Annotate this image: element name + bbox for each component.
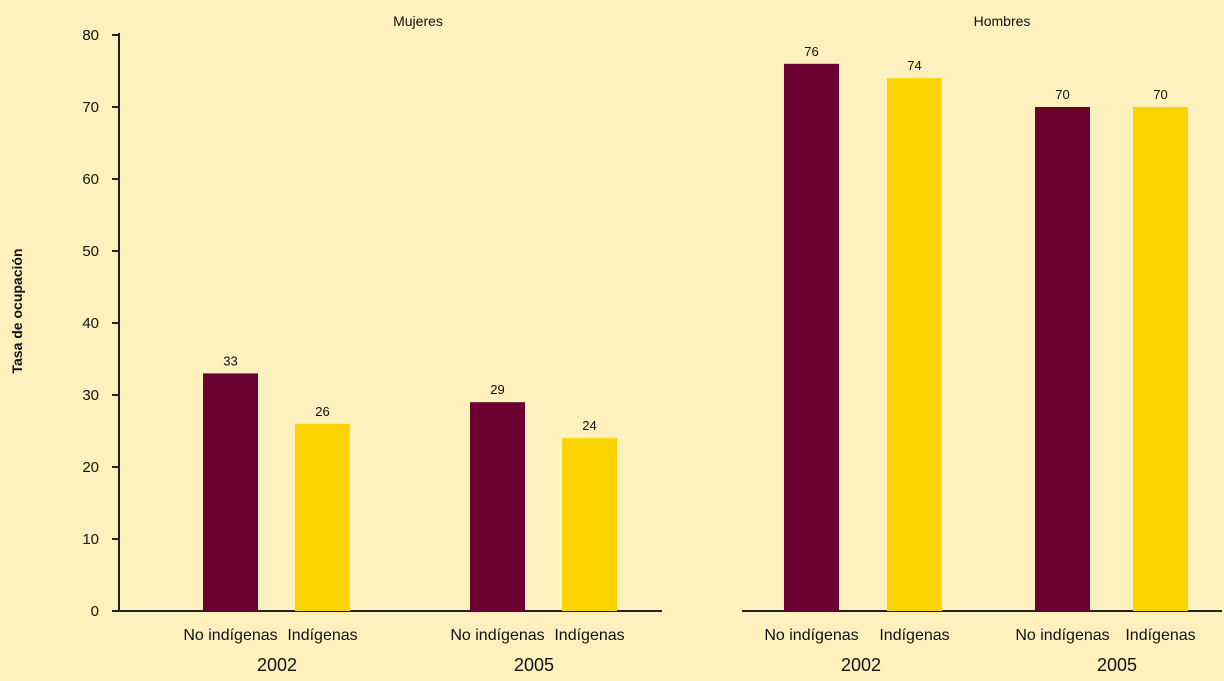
data-label: 70	[1055, 87, 1069, 102]
bar	[295, 423, 350, 611]
category-label: Indígenas	[554, 627, 624, 644]
panel-hombres: Hombres 76 No indígenas 74 Indígenas 2002 70 No…	[742, 13, 1222, 675]
bar	[1035, 107, 1090, 611]
y-tick-label: 70	[82, 99, 99, 116]
panel-title: Hombres	[974, 13, 1031, 29]
y-tick-label: 20	[82, 459, 99, 476]
axes: 0 10 20 30 40 50 60 70 80	[82, 27, 120, 620]
year-label: 2005	[1097, 655, 1137, 675]
panel-title: Mujeres	[393, 13, 443, 29]
bar	[470, 402, 525, 611]
bar	[784, 63, 839, 612]
category-label: Indígenas	[879, 627, 949, 644]
data-label: 74	[907, 58, 921, 73]
category-label: Indígenas	[287, 627, 357, 644]
y-tick-label: 10	[82, 531, 99, 548]
y-tick-label: 0	[91, 603, 99, 620]
category-label: No indígenas	[1015, 627, 1109, 644]
y-tick-label: 40	[82, 315, 99, 332]
y-tick-label: 60	[82, 171, 99, 188]
bar	[562, 438, 617, 611]
category-label: Indígenas	[1125, 627, 1195, 644]
year-label: 2002	[841, 655, 881, 675]
category-label: No indígenas	[450, 627, 544, 644]
bar	[203, 373, 258, 611]
year-label: 2002	[257, 655, 297, 675]
data-label: 24	[582, 418, 596, 433]
data-label: 26	[315, 404, 329, 419]
category-label: No indígenas	[764, 627, 858, 644]
panels: Mujeres 33 No indígenas 26 Indígenas 2002 29 No…	[119, 13, 1222, 675]
y-axis-label: Tasa de ocupación	[9, 249, 25, 374]
panel-mujeres: Mujeres 33 No indígenas 26 Indígenas 2002 29 No…	[119, 13, 662, 675]
bar	[887, 78, 942, 611]
category-label: No indígenas	[183, 627, 277, 644]
year-label: 2005	[514, 655, 554, 675]
y-tick-label: 50	[82, 243, 99, 260]
data-label: 33	[223, 353, 237, 368]
bar	[1133, 107, 1188, 611]
y-tick-label: 80	[82, 27, 99, 44]
y-tick-label: 30	[82, 387, 99, 404]
data-label: 76	[804, 44, 818, 59]
data-label: 29	[490, 382, 504, 397]
data-label: 70	[1153, 87, 1167, 102]
